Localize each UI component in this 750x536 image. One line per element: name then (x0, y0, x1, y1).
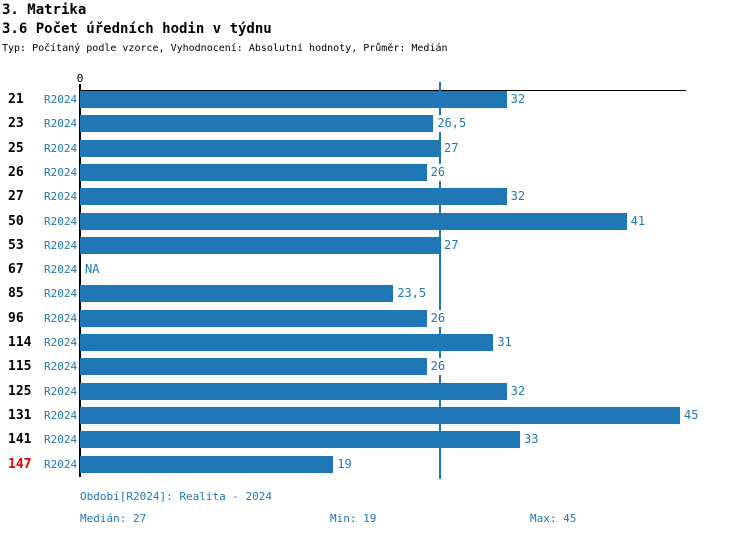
bar (80, 236, 440, 254)
series-label: R2024 (44, 384, 78, 398)
bar-value-label: 45 (683, 406, 700, 424)
bar (80, 431, 520, 449)
bar (80, 406, 680, 424)
series-label: R2024 (44, 141, 78, 155)
bar (80, 163, 427, 181)
bar-value-label: 19 (336, 455, 353, 473)
bar-value-label: 32 (509, 382, 527, 400)
period-label: Období[R2024]: Realita - 2024 (80, 490, 273, 503)
category-label: 115 (8, 359, 32, 375)
bar-value-label: 32 (509, 188, 527, 206)
bar (80, 115, 434, 133)
median-line (439, 82, 441, 479)
bar (80, 358, 427, 376)
y-axis-line (79, 84, 81, 477)
series-label: R2024 (44, 311, 78, 325)
chart-meta: Typ: Počítaný podle vzorce, Vyhodnocení:… (2, 43, 448, 54)
bar-value-label: 23,5 (396, 285, 428, 303)
category-label: 50 (8, 213, 24, 229)
bar (80, 212, 627, 230)
category-label: 23 (8, 116, 24, 132)
bar-value-label: 32 (509, 91, 527, 108)
category-label: 85 (8, 286, 24, 302)
series-label: R2024 (44, 190, 78, 204)
bar (80, 382, 507, 400)
na-value-label: NA (85, 262, 100, 277)
category-label: 96 (8, 310, 24, 326)
category-label: 141 (8, 432, 32, 448)
category-label: 131 (8, 407, 32, 423)
axis-zero-label: 0 (76, 72, 84, 85)
category-label: 25 (8, 140, 24, 156)
bar-chart: 0 21 R2024 32 23 R2024 26,5 25 R2024 27 26 R2024 26… (0, 60, 750, 490)
category-label: 53 (8, 237, 24, 253)
bar-value-label: 27 (443, 236, 460, 254)
median-stat: Medián: 27 (80, 512, 147, 525)
category-label: 21 (8, 92, 24, 107)
category-label: 125 (8, 383, 32, 399)
bar (80, 188, 507, 206)
bar-value-label: 26 (429, 358, 447, 376)
series-label: R2024 (44, 408, 78, 422)
category-label: 147 (8, 456, 32, 472)
bar (80, 334, 494, 351)
bar-value-label: 26 (429, 163, 447, 181)
bar (80, 91, 507, 108)
bar-value-label: 31 (496, 334, 513, 351)
series-label: R2024 (44, 287, 78, 301)
chart-title: 3.6 Počet úředních hodin v týdnu (2, 21, 272, 37)
series-label: R2024 (44, 457, 78, 471)
bar-value-label: 41 (629, 212, 647, 230)
bar (80, 455, 334, 473)
series-label: R2024 (44, 238, 78, 252)
bar-value-label: 26 (429, 309, 447, 327)
bar (80, 309, 427, 327)
max-stat: Max: 45 (530, 512, 577, 525)
series-label: R2024 (44, 165, 78, 179)
report-title: 3. Matrika (2, 2, 87, 18)
bar-value-label: 33 (523, 431, 540, 449)
series-label: R2024 (44, 117, 78, 131)
series-label: R2024 (44, 93, 78, 106)
series-label: R2024 (44, 263, 78, 277)
series-label: R2024 (44, 433, 78, 447)
category-label: 26 (8, 164, 24, 180)
category-label: 67 (8, 262, 24, 278)
series-label: R2024 (44, 336, 78, 349)
series-label: R2024 (44, 214, 78, 228)
series-label: R2024 (44, 360, 78, 374)
category-label: 27 (8, 189, 24, 205)
bar (80, 285, 394, 303)
bar-value-label: 27 (443, 139, 460, 157)
bar-value-label: 26,5 (436, 115, 468, 133)
x-axis-line (80, 90, 686, 91)
bar (80, 139, 440, 157)
category-label: 114 (8, 335, 32, 350)
min-stat: Min: 19 (330, 512, 377, 525)
